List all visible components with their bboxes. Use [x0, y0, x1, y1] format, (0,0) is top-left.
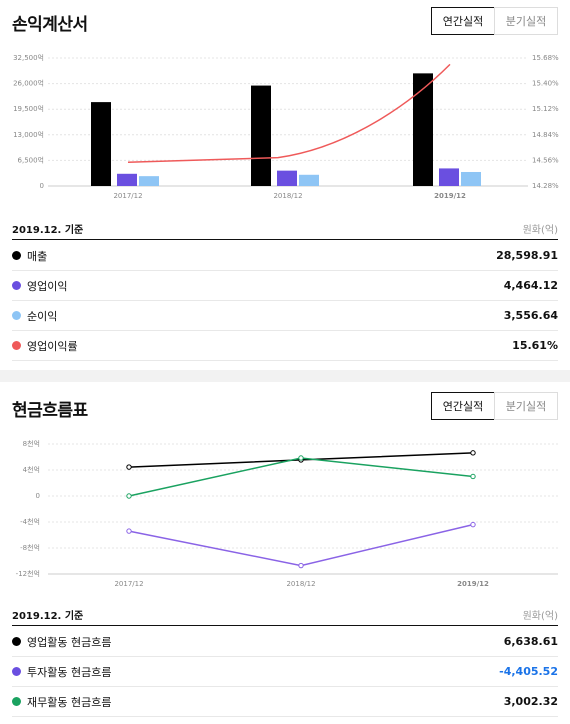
cash-row-value: -4,405.52 [499, 665, 558, 678]
cash-flow-section: 현금흐름표 연간실적 분기실적 8천억 4천억 0 -4천억 -8천억 -12천억 2017… [0, 382, 570, 724]
legend-dot-icon [12, 341, 21, 350]
cash-y-tick: -12천억 [16, 569, 40, 578]
cash-x-tick: 2018/12 [286, 580, 315, 588]
income-row: 영업이익 4,464.12 [12, 271, 558, 301]
cash-data-point[interactable] [470, 521, 476, 528]
income-y-tick-right: 15.68% [532, 54, 559, 62]
cash-x-tick: 2019/12 [457, 580, 489, 588]
legend-dot-icon [12, 281, 21, 290]
income-row-value: 4,464.12 [503, 279, 558, 292]
cash-unit-label: 원화(억) [522, 611, 558, 622]
cash-y-tick: 4천억 [23, 465, 40, 474]
legend-dot-icon [12, 697, 21, 706]
section-divider [0, 370, 570, 382]
cash-tab-quarterly[interactable]: 분기실적 [494, 392, 558, 420]
income-statement-section: 손익계산서 연간실적 분기실적 32,500억 15.68% 26,000억 15.4… [12, 7, 560, 361]
income-bar[interactable] [439, 168, 459, 186]
cash-row-label: 재무활동 현금흐름 [12, 694, 111, 710]
cash-flow-chart: 8천억 4천억 0 -4천억 -8천억 -12천억 2017/12 2018/12 2019/1… [16, 439, 558, 588]
income-y-tick-left: 19,500억 [13, 105, 44, 113]
cash-data-point[interactable] [298, 562, 304, 569]
income-row-value: 15.61% [512, 339, 558, 352]
cash-row: 재무활동 현금흐름 3,002.32 [12, 687, 558, 717]
cash-row: 투자활동 현금흐름 -4,405.52 [12, 657, 558, 687]
cash-data-point[interactable] [126, 464, 132, 470]
income-tab-annual[interactable]: 연간실적 [431, 7, 495, 35]
income-y-tick-right: 15.40% [532, 80, 559, 88]
income-bar[interactable] [91, 102, 111, 186]
cash-y-tick: -8천억 [20, 543, 40, 552]
income-row-label: 순이익 [12, 308, 57, 324]
cash-date-label: 2019.12. 기준 [12, 611, 84, 622]
income-x-tick: 2019/12 [434, 192, 466, 200]
income-row: 매출 28,598.91 [12, 241, 558, 271]
legend-dot-icon [12, 667, 21, 676]
income-y-tick-right: 14.28% [532, 182, 559, 190]
income-row: 영업이익률 15.61% [12, 331, 558, 361]
income-y-tick-left: 32,500억 [13, 54, 44, 62]
cash-row-label: 영업활동 현금흐름 [12, 634, 111, 650]
income-x-tick: 2018/12 [273, 192, 302, 200]
cash-row-value: 3,002.32 [503, 695, 558, 708]
cash-flow-title: 현금흐름표 [12, 401, 88, 421]
income-row-label: 매출 [12, 248, 47, 264]
income-margin-line [127, 63, 451, 163]
cash-y-tick: 8천억 [23, 439, 40, 448]
legend-dot-icon [12, 251, 21, 260]
income-unit-label: 원화(억) [522, 225, 558, 236]
income-y-tick-left: 26,000억 [13, 80, 44, 88]
income-bar[interactable] [299, 174, 319, 186]
income-row-label: 영업이익률 [12, 338, 78, 354]
income-y-tick-right: 14.84% [532, 131, 559, 139]
income-y-tick-left: 13,000억 [13, 131, 44, 139]
income-statement-title: 손익계산서 [12, 15, 88, 35]
income-bar[interactable] [251, 85, 271, 186]
cash-series-line [128, 457, 474, 497]
cash-data-point[interactable] [470, 450, 476, 456]
legend-dot-icon [12, 637, 21, 646]
income-y-tick-left: 0 [40, 182, 44, 190]
income-bar[interactable] [461, 171, 481, 186]
income-bar[interactable] [277, 170, 297, 186]
income-tab-quarterly[interactable]: 분기실적 [494, 7, 558, 35]
cash-row: 영업활동 현금흐름 6,638.61 [12, 627, 558, 657]
income-row-value: 3,556.64 [503, 309, 558, 322]
cash-data-point[interactable] [298, 455, 304, 461]
income-y-tick-right: 15.12% [532, 105, 559, 113]
income-row-label: 영업이익 [12, 278, 67, 294]
cash-y-tick: -4천억 [20, 517, 40, 526]
cash-row-label: 투자활동 현금흐름 [12, 664, 111, 680]
income-chart: 32,500억 15.68% 26,000억 15.40% 19,500억 15.12% 1… [13, 54, 559, 200]
income-table-header: 2019.12. 기준 원화(억) [12, 218, 558, 240]
income-row: 순이익 3,556.64 [12, 301, 558, 331]
income-y-tick-right: 14.56% [532, 156, 559, 164]
cash-data-point[interactable] [470, 473, 476, 480]
cash-data-point[interactable] [126, 528, 132, 534]
income-date-label: 2019.12. 기준 [12, 225, 84, 236]
income-bar[interactable] [413, 73, 433, 186]
income-bar[interactable] [117, 173, 137, 186]
cash-series-line [128, 523, 474, 567]
cash-table-header: 2019.12. 기준 원화(억) [12, 604, 558, 626]
income-row-value: 28,598.91 [496, 249, 558, 262]
cash-tab-annual[interactable]: 연간실적 [431, 392, 495, 420]
cash-x-tick: 2017/12 [114, 580, 143, 588]
income-y-tick-left: 6,500억 [18, 156, 44, 164]
income-bar[interactable] [139, 176, 159, 186]
cash-data-point[interactable] [126, 493, 132, 499]
income-x-tick: 2017/12 [113, 192, 142, 200]
cash-row-value: 6,638.61 [503, 635, 558, 648]
legend-dot-icon [12, 311, 21, 320]
cash-y-tick: 0 [36, 492, 40, 500]
